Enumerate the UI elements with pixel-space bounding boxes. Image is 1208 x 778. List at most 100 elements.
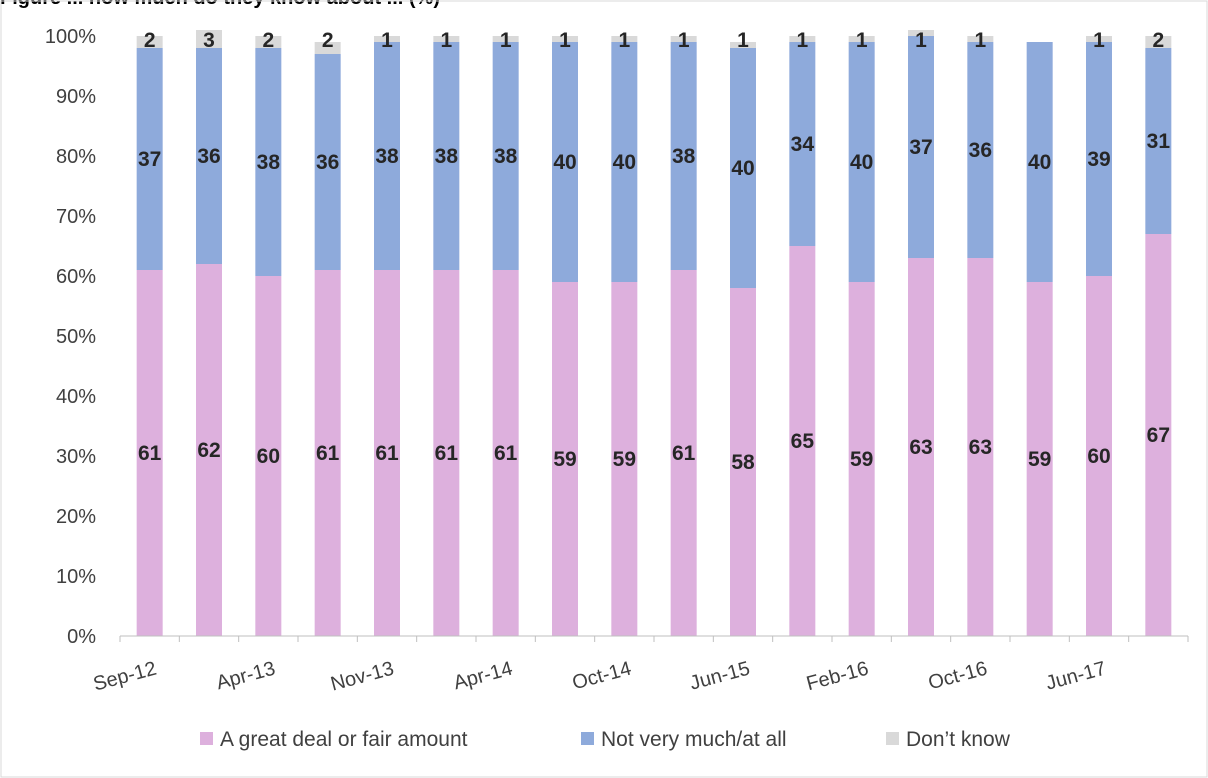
data-label: 36 (316, 151, 339, 174)
bar-segment (967, 258, 994, 636)
data-label: 2 (144, 29, 156, 52)
legend: A great deal or fair amount Not very much… (200, 728, 1011, 751)
bar-segment (908, 36, 934, 258)
bar-segment (255, 36, 282, 48)
data-label: 61 (375, 442, 399, 465)
data-label: 1 (440, 29, 452, 52)
bar-segment (908, 30, 934, 36)
data-label: 38 (494, 145, 518, 168)
data-label: 40 (613, 151, 636, 174)
data-label: 40 (1028, 151, 1051, 174)
bar-segment (255, 276, 282, 636)
bar-segment (492, 270, 519, 636)
data-label: 1 (974, 29, 986, 52)
data-label: 63 (969, 436, 992, 459)
bar-segment (908, 258, 934, 636)
data-label: 58 (731, 451, 755, 474)
x-tick-label: Sep-12 (91, 658, 159, 696)
y-tick-label: 90% (56, 86, 96, 108)
data-label: 65 (791, 430, 815, 453)
bar-segment (848, 36, 875, 42)
y-tick-label: 10% (56, 566, 96, 588)
legend-swatch (200, 732, 213, 745)
bar-segment (314, 54, 341, 270)
chart-title-area: Figure ... how much do they know about .… (0, 0, 1208, 8)
data-label: 1 (678, 29, 690, 52)
bar-segment (730, 42, 756, 48)
bar-segment (196, 30, 222, 48)
legend-label: Don’t know (906, 728, 1011, 751)
bar-segment (1145, 234, 1172, 636)
bar-segment (730, 288, 756, 636)
x-tick-label: Apr-13 (214, 658, 278, 695)
data-label: 61 (494, 442, 518, 465)
bar-segment (492, 36, 519, 42)
bar-segment (433, 42, 460, 270)
bar-segment (552, 36, 578, 42)
plot-area: 0% 10% 20% 30% 40% 50% 60% 70% 80% 90% 100% 61 37 2 62… (45, 26, 1189, 696)
bar-segment (611, 42, 638, 282)
data-label: 31 (1147, 130, 1171, 153)
bar-segment (670, 42, 697, 270)
data-label: 59 (553, 448, 576, 471)
data-label: 40 (850, 151, 873, 174)
data-label: 37 (909, 136, 932, 159)
x-tick-label: Jun-17 (1044, 658, 1109, 695)
data-label: 60 (257, 445, 280, 468)
bar-segment (1086, 276, 1112, 636)
data-label: 1 (796, 29, 808, 52)
bar-segment (136, 48, 163, 270)
bar-segment (136, 270, 163, 636)
data-label: 38 (435, 145, 459, 168)
y-tick-label: 70% (56, 206, 96, 228)
bar-segment (1086, 42, 1112, 276)
bar-segment (967, 36, 994, 42)
legend-label: A great deal or fair amount (220, 728, 468, 751)
data-label: 2 (1152, 29, 1164, 52)
x-tick-label: Oct-16 (926, 658, 990, 695)
bar-segment (789, 36, 816, 42)
bar-segment (789, 42, 816, 246)
data-label: 38 (672, 145, 696, 168)
data-label: 61 (138, 442, 162, 465)
bar-segment (433, 270, 460, 636)
bar-segment (1026, 42, 1053, 282)
data-label: 1 (1093, 29, 1105, 52)
data-label: 60 (1087, 445, 1110, 468)
data-label: 2 (322, 29, 334, 52)
bar-segment (314, 42, 341, 54)
bar-segment (374, 36, 400, 42)
data-label: 34 (791, 133, 815, 156)
y-tick-label: 100% (45, 26, 96, 48)
bar-segment (196, 48, 222, 264)
data-label: 59 (613, 448, 636, 471)
y-tick-label: 80% (56, 146, 96, 168)
data-label: 36 (197, 145, 220, 168)
bar-segment (196, 264, 222, 636)
bar-segment (1145, 36, 1172, 48)
data-label: 40 (553, 151, 576, 174)
x-tick-label: Oct-14 (570, 658, 634, 695)
bar-segment (1145, 48, 1172, 234)
bar-segment (314, 270, 341, 636)
bar-segment (552, 42, 578, 282)
bar-segment (730, 48, 756, 288)
y-tick-label: 40% (56, 386, 96, 408)
data-label: 39 (1087, 148, 1110, 171)
bar-segment (848, 42, 875, 282)
x-tick-label: Feb-16 (804, 658, 871, 696)
bar-segment (848, 282, 875, 636)
x-tick-label: Jun-15 (688, 658, 753, 695)
bar-segment (670, 270, 697, 636)
data-label: 2 (262, 29, 274, 52)
bar-segment (374, 42, 400, 270)
bar-segment (670, 36, 697, 42)
x-tick-label: Apr-14 (451, 658, 515, 695)
data-label: 1 (915, 29, 927, 52)
data-label: 38 (375, 145, 399, 168)
data-label: 36 (969, 139, 992, 162)
bar-segment (1026, 282, 1053, 636)
bar-segment (136, 36, 163, 48)
